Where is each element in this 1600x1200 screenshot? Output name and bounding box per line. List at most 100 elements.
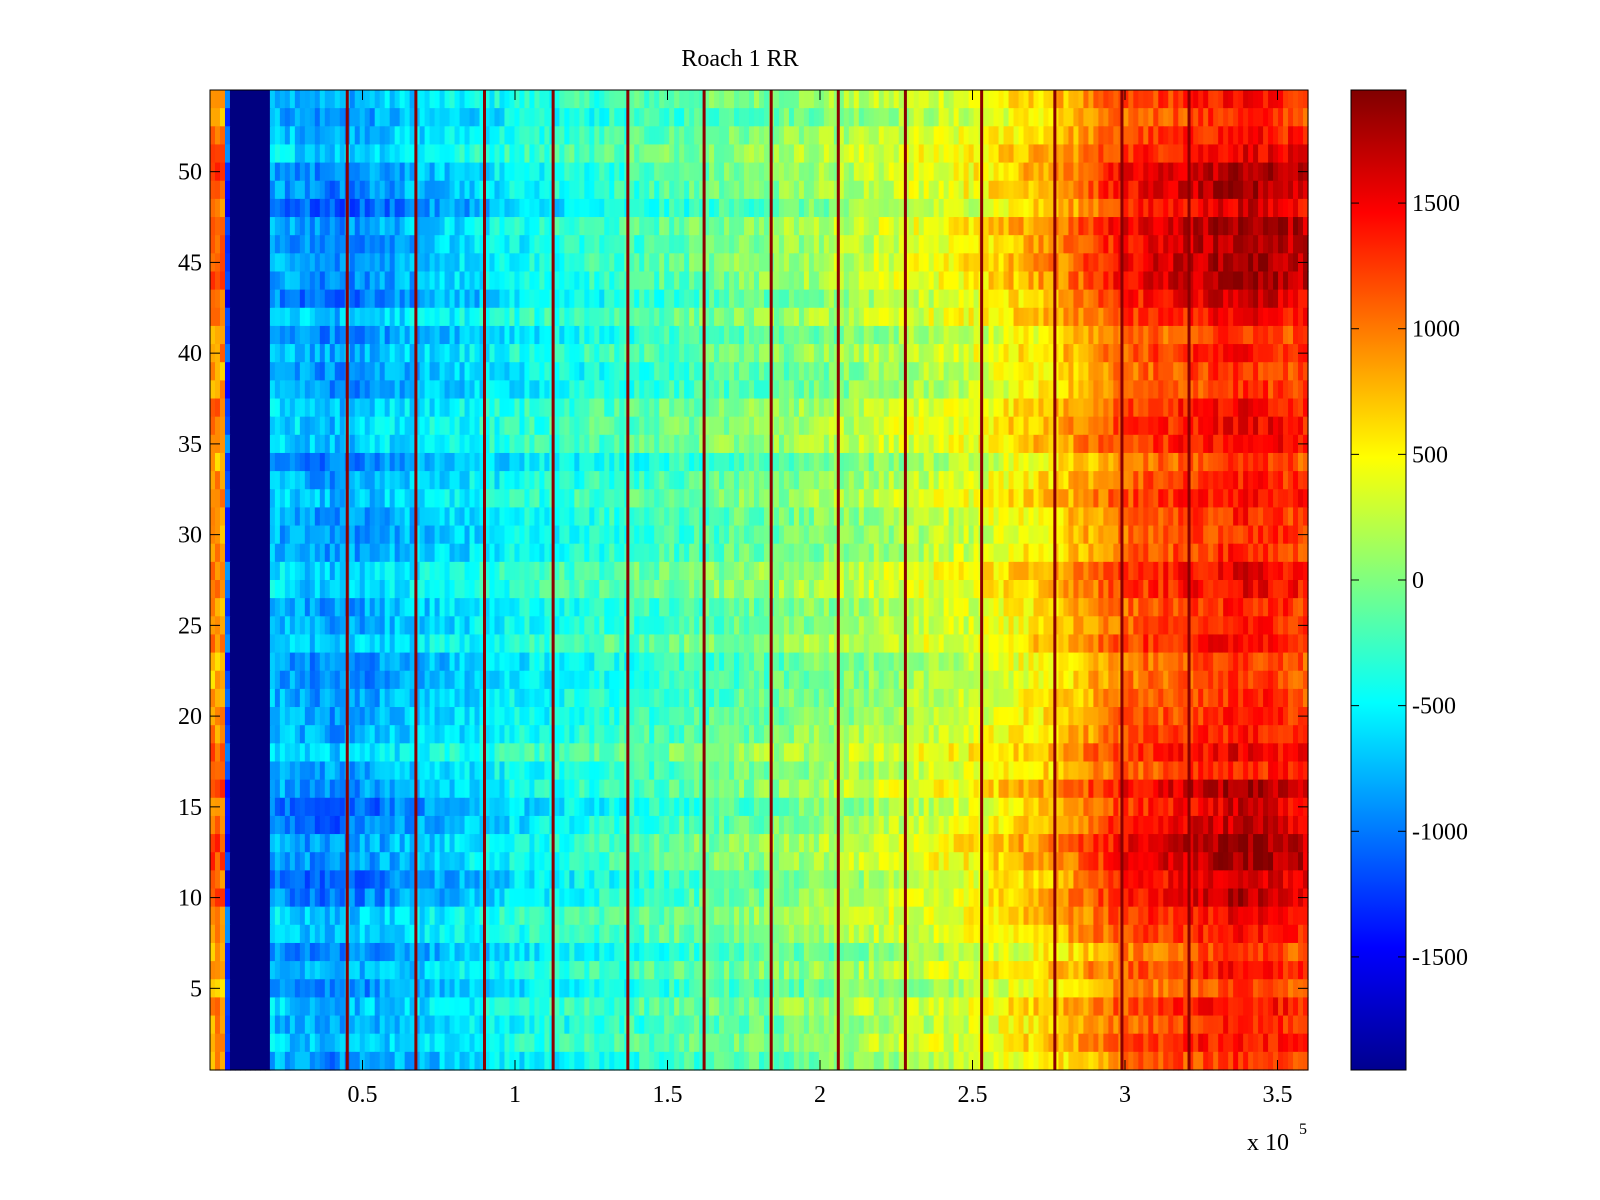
heatmap-cell	[434, 471, 441, 490]
heatmap-cell	[339, 90, 346, 109]
heatmap-cell	[1023, 253, 1030, 273]
heatmap-cell	[249, 289, 256, 309]
heatmap-cell	[369, 108, 376, 127]
heatmap-cell	[269, 144, 276, 164]
heatmap-cell	[788, 289, 795, 309]
heatmap-cell	[419, 398, 426, 418]
heatmap-cell	[349, 416, 356, 436]
heatmap-cell	[1243, 144, 1249, 164]
heatmap-cell	[504, 398, 511, 418]
heatmap-cell	[289, 90, 296, 109]
heatmap-cell	[324, 452, 331, 472]
heatmap-cell	[329, 253, 336, 273]
heatmap-cell	[659, 416, 665, 436]
heatmap-cell	[803, 289, 810, 309]
heatmap-cell	[374, 180, 381, 200]
heatmap-cell	[254, 416, 261, 436]
heatmap-cell	[559, 471, 565, 490]
heatmap-cell	[868, 434, 875, 454]
heatmap-cell	[918, 434, 925, 454]
heatmap-cell	[1208, 198, 1214, 218]
heatmap-cell	[534, 126, 540, 146]
heatmap-cell	[1148, 398, 1154, 418]
heatmap-cell	[1183, 325, 1189, 345]
heatmap-cell	[898, 452, 905, 472]
heatmap-cell	[853, 144, 860, 164]
heatmap-cell	[1198, 398, 1204, 418]
heatmap-cell	[1068, 162, 1075, 182]
heatmap-cell	[1168, 452, 1174, 472]
heatmap-cell	[239, 362, 246, 381]
heatmap-cell	[724, 344, 730, 363]
heatmap-cell	[629, 489, 635, 509]
heatmap-cell	[689, 452, 695, 472]
heatmap-cell	[744, 162, 750, 182]
heatmap-cell	[569, 398, 575, 418]
heatmap-cell	[1228, 253, 1234, 273]
heatmap-cell	[1128, 434, 1134, 454]
heatmap-cell	[883, 416, 890, 436]
heatmap-cell	[1028, 162, 1035, 182]
heatmap-cell	[224, 325, 231, 345]
heatmap-cell	[1003, 126, 1010, 146]
heatmap-cell	[224, 126, 231, 146]
heatmap-cell	[1278, 325, 1284, 345]
heatmap-cell	[1293, 452, 1299, 472]
heatmap-cell	[629, 217, 635, 236]
heatmap-cell	[1248, 162, 1254, 182]
heatmap-cell	[1028, 217, 1035, 236]
heatmap-cell	[1103, 325, 1109, 345]
heatmap-cell	[649, 416, 655, 436]
heatmap-cell	[793, 380, 800, 400]
heatmap-cell	[1043, 344, 1050, 363]
heatmap-cell	[299, 416, 306, 436]
heatmap-cell	[514, 235, 521, 254]
heatmap-cell	[928, 398, 935, 418]
heatmap-cell	[224, 108, 231, 127]
heatmap-cell	[1253, 344, 1259, 363]
heatmap-cell	[459, 307, 466, 327]
heatmap-cell	[1058, 235, 1065, 254]
heatmap-cell	[928, 180, 935, 200]
heatmap-cell	[1218, 325, 1224, 345]
heatmap-cell	[594, 144, 600, 164]
heatmap-cell	[449, 217, 456, 236]
heatmap-cell	[1268, 235, 1274, 254]
heatmap-cell	[1108, 162, 1114, 182]
heatmap-cell	[339, 253, 346, 273]
heatmap-cell	[823, 198, 830, 218]
heatmap-cell	[274, 325, 281, 345]
heatmap-cell	[409, 162, 416, 182]
heatmap-cell	[968, 398, 975, 418]
heatmap-cell	[619, 144, 625, 164]
heatmap-cell	[334, 180, 341, 200]
heatmap-cell	[694, 344, 700, 363]
heatmap-cell	[754, 362, 760, 381]
heatmap-cell	[998, 144, 1005, 164]
heatmap-cell	[689, 198, 695, 218]
heatmap-cell	[364, 362, 371, 381]
heatmap-cell	[739, 108, 745, 127]
heatmap-cell	[419, 144, 426, 164]
heatmap-cell	[1068, 344, 1075, 363]
heatmap-cell	[1223, 217, 1229, 236]
heatmap-cell	[908, 108, 915, 127]
heatmap-cell	[878, 289, 885, 309]
heatmap-cell	[1153, 162, 1159, 182]
heatmap-cell	[319, 108, 326, 127]
heatmap-cell	[1153, 180, 1159, 200]
heatmap-cell	[369, 271, 376, 291]
heatmap-cell	[674, 162, 680, 182]
heatmap-cell	[1193, 289, 1199, 309]
heatmap-cell	[818, 126, 825, 146]
heatmap-cell	[469, 398, 476, 418]
heatmap-cell	[434, 126, 441, 146]
heatmap-cell	[494, 90, 501, 109]
heatmap-cell	[1023, 344, 1030, 363]
heatmap-cell	[334, 380, 341, 400]
heatmap-cell	[494, 489, 501, 509]
heatmap-cell	[1073, 452, 1080, 472]
heatmap-cell	[1033, 162, 1040, 182]
heatmap-cell	[1058, 380, 1065, 400]
heatmap-cell	[968, 217, 975, 236]
